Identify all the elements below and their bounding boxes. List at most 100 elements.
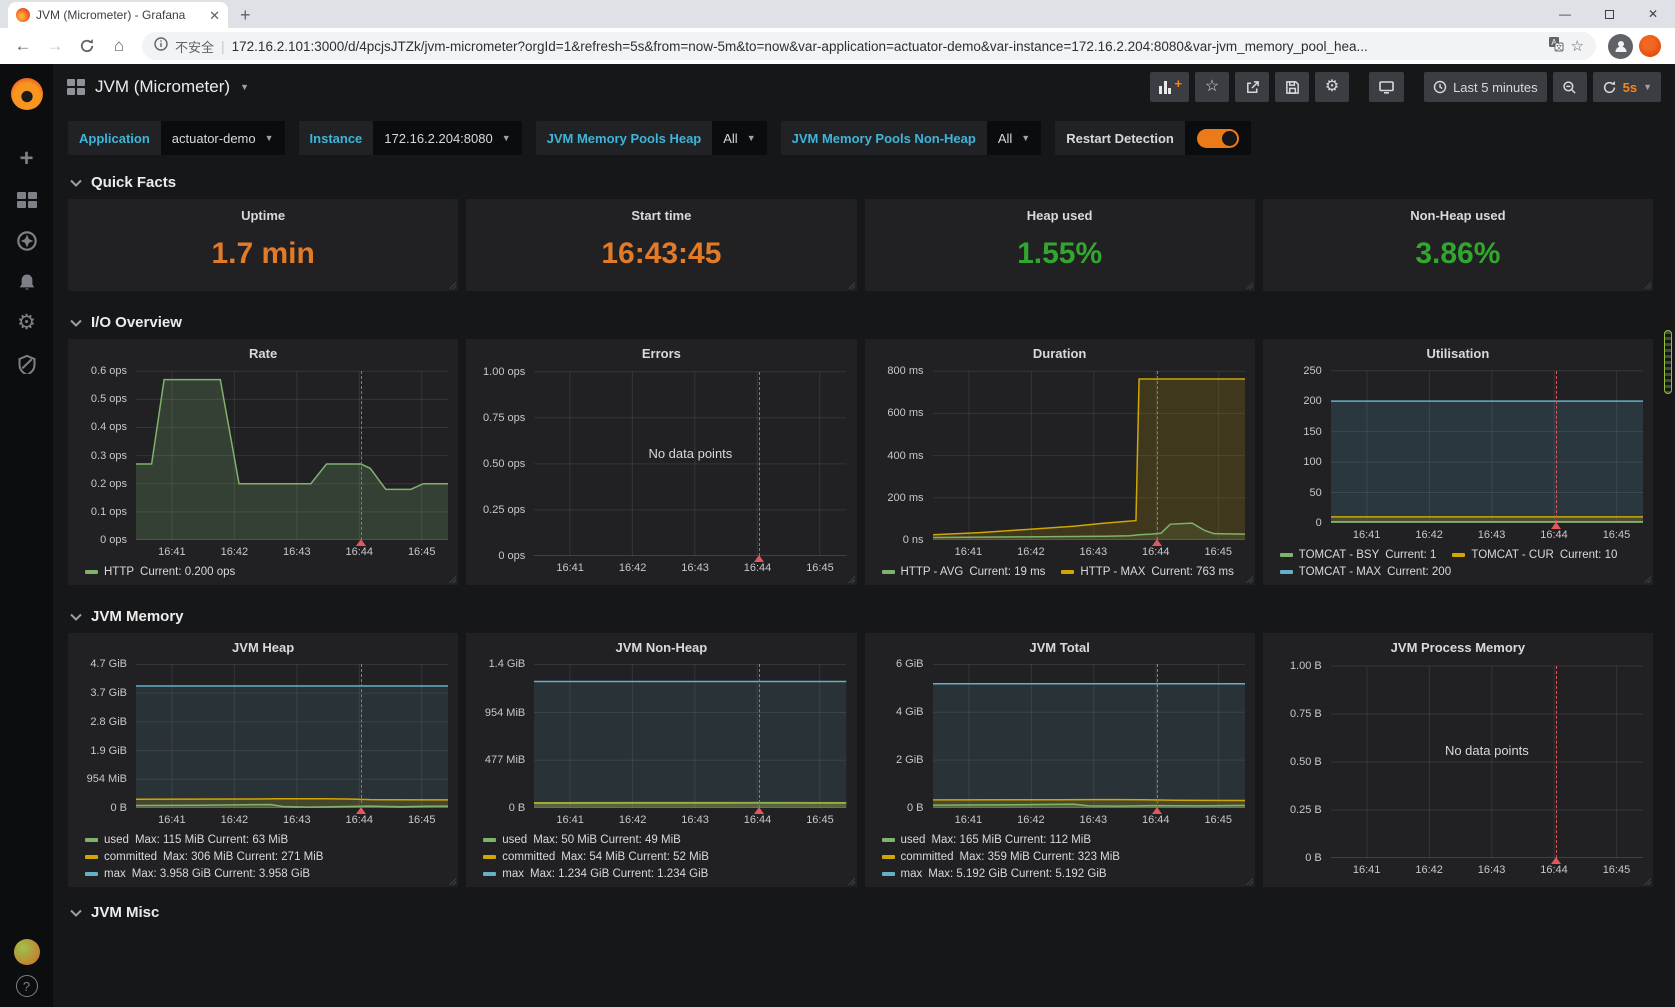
- series-color-swatch: [85, 872, 98, 876]
- legend-item[interactable]: committedMax: 359 MiB Current: 323 MiB: [882, 849, 1120, 865]
- restart-detection-toggle[interactable]: [1197, 129, 1239, 148]
- browser-tab[interactable]: JVM (Micrometer) - Grafana ✕: [8, 2, 228, 28]
- legend-item[interactable]: usedMax: 115 MiB Current: 63 MiB: [85, 832, 288, 848]
- panel-title[interactable]: Heap used: [1027, 208, 1093, 223]
- variable-instance-dropdown[interactable]: 172.16.2.204:8080▼: [373, 121, 521, 155]
- panel-title[interactable]: Errors: [476, 346, 846, 361]
- tab-close-icon[interactable]: ✕: [209, 9, 220, 22]
- plot-area[interactable]: No data points: [534, 366, 846, 556]
- zoom-out-button[interactable]: [1553, 72, 1587, 102]
- window-minimize-button[interactable]: —: [1543, 0, 1587, 28]
- x-axis: 16:4116:4216:4316:4416:45: [1331, 858, 1643, 879]
- legend-item[interactable]: TOMCAT - MAXCurrent: 200: [1280, 564, 1451, 580]
- star-dashboard-button[interactable]: ☆: [1195, 72, 1229, 102]
- panel-title[interactable]: Rate: [78, 346, 448, 361]
- row-header-quick-facts[interactable]: Quick Facts: [68, 165, 1653, 199]
- grafana-sidebar: + ⚙ ?: [0, 64, 53, 1007]
- plot-area[interactable]: [1331, 366, 1643, 523]
- variable-heap-pools-dropdown[interactable]: All▼: [712, 121, 766, 155]
- legend-item[interactable]: maxMax: 3.958 GiB Current: 3.958 GiB: [85, 866, 310, 882]
- legend-item[interactable]: usedMax: 50 MiB Current: 49 MiB: [483, 832, 681, 848]
- dashboard-title[interactable]: JVM (Micrometer): [95, 77, 230, 97]
- panel-title[interactable]: JVM Non-Heap: [476, 640, 846, 655]
- y-axis: 0 B954 MiB1.9 GiB2.8 GiB3.7 GiB4.7 GiB: [78, 660, 136, 808]
- plot-area[interactable]: [136, 366, 448, 540]
- legend-item[interactable]: maxMax: 1.234 GiB Current: 1.234 GiB: [483, 866, 708, 882]
- legend-item[interactable]: HTTP - AVGCurrent: 19 ms: [882, 564, 1046, 580]
- panel-title[interactable]: Duration: [875, 346, 1245, 361]
- time-range-picker[interactable]: Last 5 minutes: [1424, 72, 1547, 102]
- chevron-down-icon[interactable]: ▼: [240, 82, 249, 92]
- legend-item[interactable]: committedMax: 54 MiB Current: 52 MiB: [483, 849, 709, 865]
- info-icon[interactable]: [154, 37, 168, 56]
- x-axis: 16:4116:4216:4316:4416:45: [136, 808, 448, 829]
- legend-item[interactable]: maxMax: 5.192 GiB Current: 5.192 GiB: [882, 866, 1107, 882]
- row-header-jvm-misc[interactable]: JVM Misc: [68, 895, 1653, 929]
- panel-title[interactable]: JVM Total: [875, 640, 1245, 655]
- panel-title[interactable]: Uptime: [241, 208, 285, 223]
- panel-title[interactable]: JVM Process Memory: [1273, 640, 1643, 655]
- row-header-io-overview[interactable]: I/O Overview: [68, 305, 1653, 339]
- user-avatar[interactable]: [14, 939, 40, 965]
- x-tick-label: 16:44: [345, 546, 373, 558]
- new-tab-button[interactable]: +: [240, 6, 251, 24]
- panel-title[interactable]: JVM Heap: [78, 640, 448, 655]
- browser-profile-avatar[interactable]: [1608, 34, 1633, 59]
- legend-item[interactable]: committedMax: 306 MiB Current: 271 MiB: [85, 849, 323, 865]
- dashboards-icon[interactable]: [0, 179, 53, 220]
- url-bar[interactable]: 不安全 | 172.16.2.101:3000/d/4pcjsJTZk/jvm-…: [142, 32, 1596, 60]
- window-close-button[interactable]: ✕: [1631, 0, 1675, 28]
- plot-area[interactable]: [933, 660, 1245, 808]
- chevron-down-icon: [70, 613, 82, 621]
- create-plus-icon[interactable]: +: [0, 138, 53, 179]
- add-panel-button[interactable]: +: [1150, 72, 1189, 102]
- dashboard-settings-button[interactable]: ⚙: [1315, 72, 1349, 102]
- extension-icon[interactable]: [1639, 35, 1661, 57]
- legend-item[interactable]: TOMCAT - BSYCurrent: 1: [1280, 547, 1437, 563]
- panel-title[interactable]: Start time: [631, 208, 691, 223]
- plot-area[interactable]: [933, 366, 1245, 540]
- alerting-bell-icon[interactable]: [0, 261, 53, 302]
- series-color-swatch: [483, 838, 496, 842]
- configuration-gear-icon[interactable]: ⚙: [0, 302, 53, 343]
- grafana-logo[interactable]: [11, 78, 43, 110]
- explore-compass-icon[interactable]: [0, 220, 53, 261]
- cycle-view-tv-icon[interactable]: [1369, 72, 1404, 102]
- panel-title[interactable]: Utilisation: [1273, 346, 1643, 361]
- url-text: 172.16.2.101:3000/d/4pcjsJTZk/jvm-microm…: [232, 39, 1541, 54]
- help-icon[interactable]: ?: [16, 975, 38, 997]
- home-icon[interactable]: ⌂: [104, 31, 134, 61]
- translate-icon[interactable]: A文: [1548, 36, 1564, 57]
- stat-value: 1.55%: [1017, 223, 1102, 291]
- dashboard-navbar: JVM (Micrometer) ▼ + ☆ ⚙: [53, 64, 1675, 110]
- variable-nonheap-pools-dropdown[interactable]: All▼: [987, 121, 1041, 155]
- plot-area[interactable]: [534, 660, 846, 808]
- legend-item[interactable]: HTTP - MAXCurrent: 763 ms: [1061, 564, 1233, 580]
- share-dashboard-button[interactable]: [1235, 72, 1269, 102]
- legend: [1273, 879, 1643, 884]
- plot-area[interactable]: No data points: [1331, 660, 1643, 858]
- legend: usedMax: 165 MiB Current: 112 MiBcommitt…: [875, 829, 1245, 884]
- variable-instance-label: Instance: [299, 121, 374, 155]
- variable-application-dropdown[interactable]: actuator-demo▼: [161, 121, 285, 155]
- window-maximize-button[interactable]: [1587, 0, 1631, 28]
- scrollbar-thumb[interactable]: [1664, 330, 1672, 394]
- plot-area[interactable]: [136, 660, 448, 808]
- legend-item[interactable]: HTTPCurrent: 0.200 ops: [85, 564, 235, 580]
- legend-item[interactable]: TOMCAT - CURCurrent: 10: [1452, 547, 1617, 563]
- panel-title[interactable]: Non-Heap used: [1410, 208, 1505, 223]
- dashboard-grid-icon: [67, 79, 85, 95]
- x-tick-label: 16:41: [1353, 864, 1381, 876]
- save-dashboard-button[interactable]: [1275, 72, 1309, 102]
- legend-item[interactable]: usedMax: 165 MiB Current: 112 MiB: [882, 832, 1092, 848]
- refresh-button[interactable]: 5s ▼: [1593, 72, 1661, 102]
- x-tick-label: 16:41: [955, 814, 983, 826]
- forward-icon[interactable]: →: [40, 31, 70, 61]
- y-tick-label: 100: [1303, 456, 1321, 468]
- reload-icon[interactable]: [72, 31, 102, 61]
- server-admin-shield-icon[interactable]: [0, 343, 53, 384]
- row-header-jvm-memory[interactable]: JVM Memory: [68, 599, 1653, 633]
- bookmark-star-icon[interactable]: ☆: [1571, 37, 1584, 55]
- x-axis: 16:4116:4216:4316:4416:45: [534, 808, 846, 829]
- back-icon[interactable]: ←: [8, 31, 38, 61]
